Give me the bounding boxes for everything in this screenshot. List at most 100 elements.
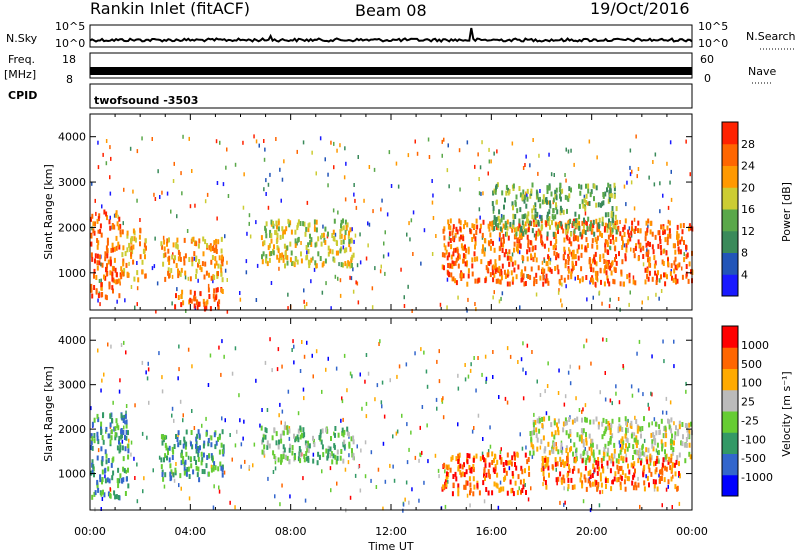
velocity-ytick-label: 3000 [58, 379, 86, 392]
power-cell [543, 258, 546, 263]
velocity-cell [487, 490, 490, 496]
velocity-cell [646, 475, 649, 481]
power-cell [493, 272, 496, 278]
power-cell [625, 202, 627, 207]
power-cell [136, 302, 138, 307]
velocity-cell [127, 483, 130, 489]
velocity-cell [601, 434, 604, 440]
velocity-cell [198, 433, 201, 439]
velocity-cell [630, 420, 633, 426]
power-cell [315, 171, 317, 176]
power-cell [499, 226, 502, 232]
velocity-cell [636, 428, 639, 434]
velocity-cell [539, 445, 542, 450]
velocity-cell [587, 478, 590, 484]
power-cell [448, 272, 451, 278]
velocity-cell [655, 467, 658, 473]
power-cell [680, 236, 683, 242]
velocity-cell [532, 450, 535, 456]
power-cell [596, 244, 599, 250]
velocity-cell [559, 500, 561, 505]
power-cell [500, 275, 503, 281]
power-cell [307, 259, 310, 265]
velocity-cell [526, 459, 529, 465]
velocity-cell [610, 458, 613, 464]
velocity-cell [364, 440, 367, 445]
power-cell [497, 215, 500, 221]
velocity-cell [389, 378, 391, 383]
power-cell [473, 256, 476, 262]
power-cell [90, 287, 93, 293]
power-cell [278, 257, 281, 263]
velocity-cell [419, 452, 421, 457]
power-cell [554, 233, 557, 239]
velocity-cell [243, 419, 245, 424]
velocity-cell [633, 432, 636, 437]
power-cell [491, 220, 494, 226]
power-cell [615, 236, 618, 242]
power-cell [552, 208, 555, 213]
velocity-cell [517, 360, 519, 364]
power-cell [493, 151, 495, 156]
velocity-cell [375, 485, 378, 489]
velocity-cell [649, 453, 652, 459]
velocity-cell [675, 425, 677, 431]
power-cell [634, 246, 637, 251]
power-cell [488, 261, 491, 266]
velocity-cell [288, 436, 291, 441]
velocity-cell [305, 456, 308, 462]
power-cell [481, 232, 484, 238]
velocity-cell [656, 486, 659, 492]
velocity-cell [601, 489, 604, 494]
power-cell [168, 260, 171, 265]
power-cell [141, 259, 144, 265]
velocity-cell [673, 364, 675, 369]
velocity-cell [631, 480, 634, 486]
power-cell [683, 257, 686, 263]
power-cell [132, 228, 135, 234]
power-cell [659, 239, 662, 244]
velocity-cell [602, 468, 605, 474]
power-cell [666, 225, 669, 231]
velocity-cell [638, 448, 641, 454]
power-cell [604, 247, 607, 253]
power-cell [171, 254, 174, 260]
power-cell [246, 231, 248, 236]
power-cell [614, 246, 617, 252]
power-cell [281, 177, 284, 182]
velocity-cell [687, 433, 690, 439]
power-cell [497, 278, 500, 284]
power-cell [476, 224, 479, 230]
velocity-cell [146, 435, 148, 440]
power-cell [90, 233, 93, 239]
power-cell [445, 249, 448, 255]
power-cell [175, 263, 178, 268]
power-cell [606, 227, 609, 233]
power-cell [513, 267, 516, 273]
velocity-cell [360, 448, 362, 453]
power-cell [94, 258, 96, 264]
power-cell [461, 245, 464, 251]
power-cell [116, 299, 118, 304]
power-cell [384, 271, 386, 276]
power-cell [608, 304, 611, 309]
power-cell [513, 227, 516, 233]
power-cell [319, 136, 322, 141]
power-cell [617, 297, 620, 301]
power-cell [90, 252, 93, 258]
velocity-cell [367, 371, 370, 376]
power-cell [265, 254, 268, 260]
power-cell [168, 273, 170, 279]
power-colorbar-tick: 4 [741, 268, 748, 281]
power-cell [107, 259, 110, 265]
velocity-cell [404, 497, 406, 502]
velocity-cell [528, 465, 530, 471]
power-cell [281, 226, 284, 232]
velocity-cell [359, 488, 362, 493]
velocity-cell [567, 477, 570, 483]
velocity-cell [321, 469, 323, 474]
velocity-cell [384, 479, 387, 484]
power-cell [91, 213, 94, 219]
power-cell [569, 218, 572, 224]
power-cell [529, 163, 531, 168]
